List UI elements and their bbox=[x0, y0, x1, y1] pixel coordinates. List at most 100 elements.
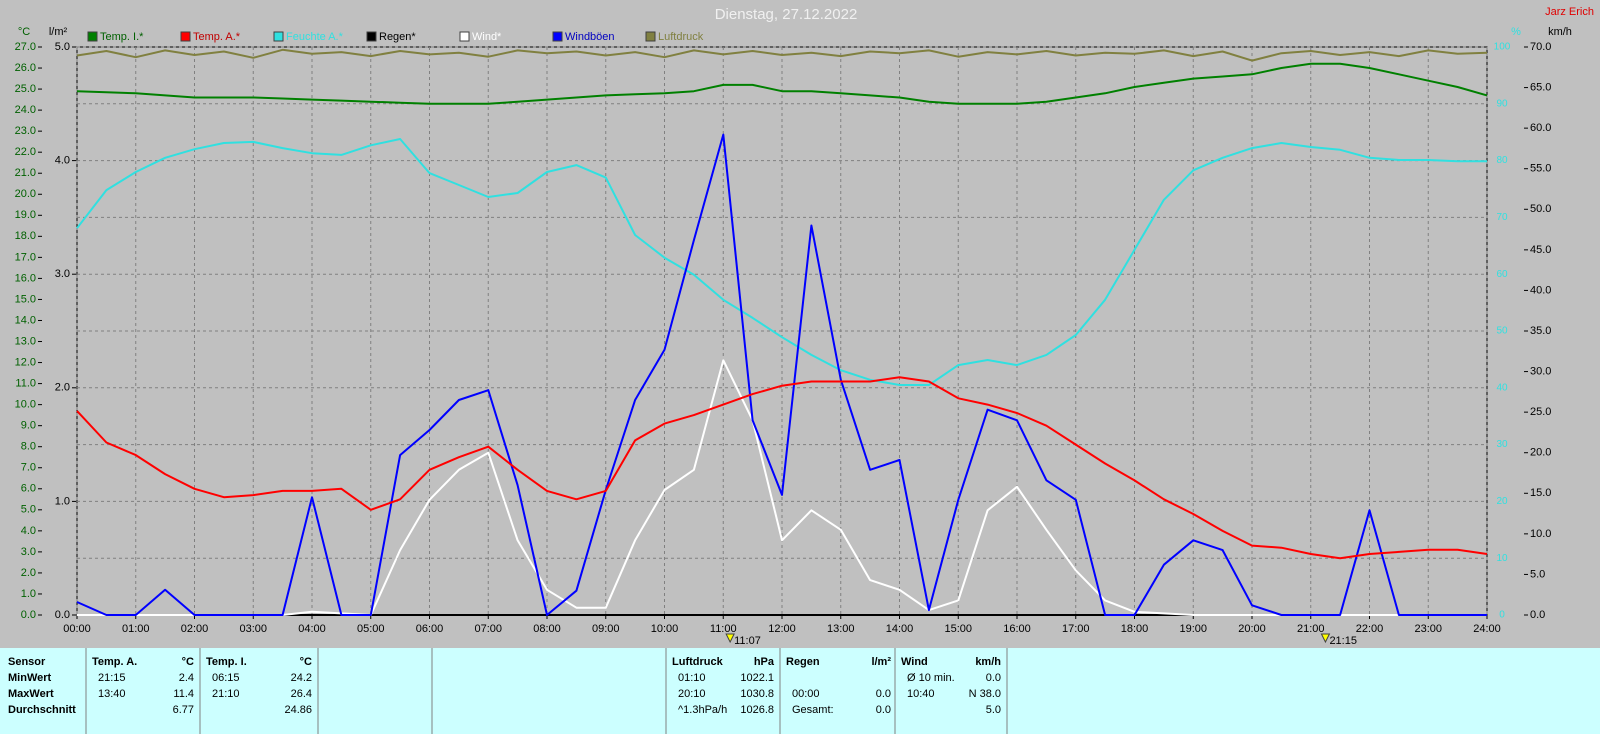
x-tick-label: 02:00 bbox=[181, 623, 209, 635]
y4-axis-unit: l/m² bbox=[49, 26, 68, 38]
legend-label: Feuchte A.* bbox=[286, 31, 344, 43]
cell-time: 06:15 bbox=[212, 672, 240, 684]
y3-tick-label: 5.0 bbox=[1530, 568, 1545, 580]
y-tick-label: 25.0 bbox=[15, 83, 36, 95]
cell-time: 01:10 bbox=[678, 672, 706, 684]
y-tick-label: 17.0 bbox=[15, 251, 36, 263]
cell-value: 2.4 bbox=[179, 672, 194, 684]
cell-value: 0.0 bbox=[876, 704, 891, 716]
cell-value: 1022.1 bbox=[740, 672, 774, 684]
x-tick-label: 04:00 bbox=[298, 623, 326, 635]
x-tick-label: 23:00 bbox=[1414, 623, 1442, 635]
y4-tick-label: 4.0 bbox=[55, 155, 70, 167]
stats-table: Sensor MinWert MaxWert Durchschnitt Temp. A.… bbox=[0, 648, 1600, 734]
cell-time: Ø 10 min. bbox=[907, 672, 955, 684]
marker-icon bbox=[1320, 633, 1331, 644]
x-tick-label: 10:00 bbox=[651, 623, 679, 635]
x-tick-label: 08:00 bbox=[533, 623, 561, 635]
legend-swatch bbox=[459, 31, 470, 42]
y-tick-label: 20.0 bbox=[15, 188, 36, 200]
legend-label: Wind* bbox=[472, 31, 502, 43]
legend-label: Temp. A.* bbox=[193, 31, 241, 43]
y3-tick-label: 35.0 bbox=[1530, 325, 1551, 337]
marker-label: 11:07 bbox=[734, 635, 761, 647]
cell-value: 1026.8 bbox=[740, 704, 774, 716]
y2-tick-label: 100 bbox=[1494, 42, 1511, 53]
x-tick-label: 06:00 bbox=[416, 623, 444, 635]
x-tick-label: 13:00 bbox=[827, 623, 855, 635]
y2-tick-label: 40 bbox=[1496, 382, 1508, 393]
x-tick-label: 14:00 bbox=[886, 623, 914, 635]
x-tick-label: 09:00 bbox=[592, 623, 620, 635]
y2-tick-label: 50 bbox=[1496, 326, 1508, 337]
group-unit: °C bbox=[182, 656, 194, 668]
y3-tick-label: 40.0 bbox=[1530, 284, 1551, 296]
cell-time: ^1.3hPa/h bbox=[678, 704, 727, 716]
row-label: MinWert bbox=[8, 672, 52, 684]
legend-swatch bbox=[180, 31, 191, 42]
cell-value: 5.0 bbox=[986, 704, 1001, 716]
row-label: Sensor bbox=[8, 656, 46, 668]
x-tick-label: 19:00 bbox=[1179, 623, 1207, 635]
table-background bbox=[0, 648, 1600, 734]
y3-tick-label: 25.0 bbox=[1530, 406, 1551, 418]
cell-value: 0.0 bbox=[986, 672, 1001, 684]
y3-tick-label: 60.0 bbox=[1530, 122, 1551, 134]
x-tick-label: 03:00 bbox=[239, 623, 267, 635]
group-name: Wind bbox=[901, 656, 928, 668]
legend-swatch bbox=[645, 31, 656, 42]
y3-tick-label: 10.0 bbox=[1530, 528, 1551, 540]
y-tick-label: 23.0 bbox=[15, 125, 36, 137]
y-tick-label: 6.0 bbox=[21, 483, 36, 495]
cell-value: 1030.8 bbox=[740, 688, 774, 700]
group-name: Regen bbox=[786, 656, 820, 668]
cell-value: 26.4 bbox=[291, 688, 312, 700]
legend-label: Regen* bbox=[379, 31, 416, 43]
legend-label: Windböen bbox=[565, 31, 615, 43]
y-tick-label: 18.0 bbox=[15, 230, 36, 242]
y-tick-label: 13.0 bbox=[15, 335, 36, 347]
marker-icon bbox=[725, 633, 735, 644]
y3-tick-label: 65.0 bbox=[1530, 81, 1551, 93]
x-tick-label: 00:00 bbox=[63, 623, 91, 635]
series-line bbox=[77, 359, 1487, 616]
x-tick-label: 15:00 bbox=[944, 623, 972, 635]
group-name: Temp. A. bbox=[92, 656, 137, 668]
y2-tick-label: 0 bbox=[1499, 610, 1505, 621]
x-tick-label: 12:00 bbox=[768, 623, 796, 635]
y2-tick-label: 20 bbox=[1496, 496, 1508, 507]
y-tick-label: 5.0 bbox=[21, 504, 36, 516]
y2-tick-label: 60 bbox=[1496, 269, 1508, 280]
y-tick-label: 21.0 bbox=[15, 167, 36, 179]
y3-tick-label: 55.0 bbox=[1530, 163, 1551, 175]
legend-swatch bbox=[552, 31, 563, 42]
cell-time: 21:10 bbox=[212, 688, 240, 700]
cell-time: 10:40 bbox=[907, 688, 935, 700]
x-tick-label: 20:00 bbox=[1238, 623, 1266, 635]
y4-tick-label: 3.0 bbox=[55, 268, 70, 280]
group-name: Temp. I. bbox=[206, 656, 247, 668]
y2-tick-label: 30 bbox=[1496, 439, 1508, 450]
group-unit: °C bbox=[300, 656, 312, 668]
series-line bbox=[76, 376, 1488, 560]
x-tick-label: 18:00 bbox=[1121, 623, 1149, 635]
cell-value: 11.4 bbox=[173, 688, 194, 700]
y4-tick-label: 5.0 bbox=[55, 41, 70, 53]
y2-tick-label: 10 bbox=[1496, 553, 1508, 564]
y2-tick-label: 70 bbox=[1496, 212, 1508, 223]
y-tick-label: 1.0 bbox=[21, 588, 36, 600]
cell-value: 6.77 bbox=[173, 704, 194, 716]
y2-tick-label: 80 bbox=[1496, 155, 1508, 166]
author: Jarz Erich bbox=[1545, 6, 1594, 18]
y4-tick-label: 2.0 bbox=[55, 382, 70, 394]
y-tick-label: 16.0 bbox=[15, 272, 36, 284]
x-tick-label: 07:00 bbox=[474, 623, 502, 635]
y3-tick-label: 15.0 bbox=[1530, 487, 1551, 499]
y-tick-label: 27.0 bbox=[15, 41, 36, 53]
cell-value: 24.86 bbox=[284, 704, 312, 716]
legend-swatch bbox=[87, 31, 98, 42]
cell-time: 00:00 bbox=[792, 688, 820, 700]
row-label: Durchschnitt bbox=[8, 704, 76, 716]
y-tick-label: 26.0 bbox=[15, 62, 36, 74]
y-tick-label: 11.0 bbox=[15, 377, 36, 389]
